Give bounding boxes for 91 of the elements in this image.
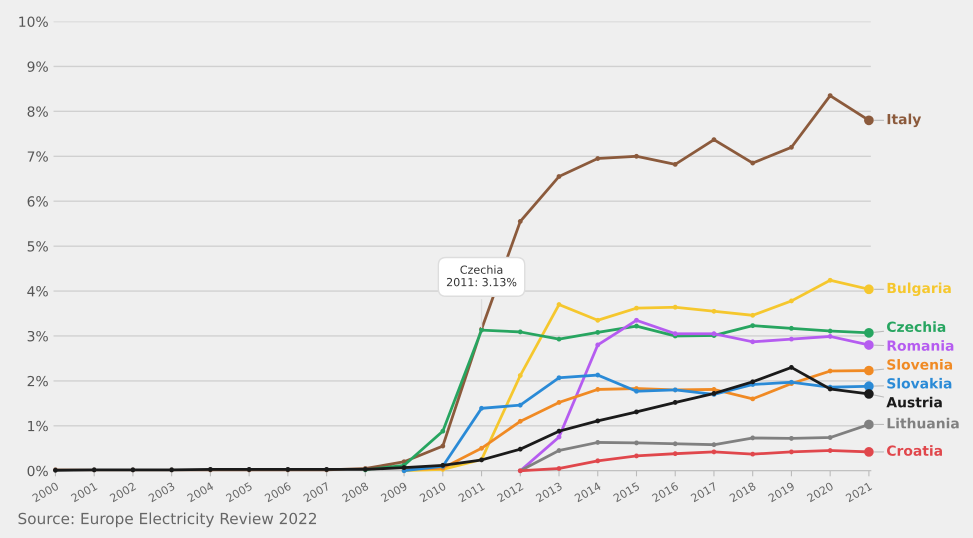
- series-label: Croatia: [887, 445, 942, 456]
- point: [828, 448, 833, 453]
- point: [672, 304, 678, 310]
- point: [556, 466, 562, 471]
- point: [556, 302, 562, 307]
- point: [672, 400, 678, 405]
- y-tick-label: 7%: [28, 151, 48, 162]
- point: [750, 323, 756, 328]
- point: [634, 440, 639, 446]
- y-tick-label: 1%: [28, 420, 48, 432]
- point: [788, 449, 794, 454]
- point: [712, 387, 716, 392]
- point: [518, 402, 523, 408]
- y-tick-label: 6%: [28, 196, 48, 207]
- point: [556, 400, 562, 405]
- series-label: Slovakia: [887, 378, 952, 389]
- point: [788, 364, 794, 370]
- point: [788, 326, 794, 331]
- point: [712, 442, 716, 448]
- point: [750, 339, 756, 344]
- point: [750, 396, 756, 402]
- y-tick-label: 2%: [28, 376, 48, 386]
- point: [556, 375, 562, 380]
- point: [788, 298, 794, 304]
- point: [595, 387, 600, 392]
- point: [440, 444, 446, 448]
- series-label: Romania: [888, 340, 954, 351]
- series-label: Lithuania: [888, 418, 959, 429]
- point: [518, 218, 523, 224]
- point: [750, 379, 756, 384]
- source-note: Source: Europe Electricity Review 2022: [18, 512, 316, 528]
- point: [556, 428, 562, 434]
- point: [440, 428, 446, 434]
- point: [634, 453, 639, 458]
- point: [595, 372, 600, 378]
- point: [518, 418, 523, 424]
- annotation: Czechia 2011: 3.13%: [446, 265, 516, 286]
- point: [556, 336, 562, 342]
- point: [595, 342, 600, 348]
- y-tick-label: 10%: [19, 16, 48, 27]
- point: [828, 328, 833, 334]
- point: [788, 436, 794, 441]
- point: [828, 435, 833, 440]
- point: [556, 448, 562, 453]
- point: [788, 336, 794, 342]
- point: [556, 434, 562, 440]
- point: [828, 278, 833, 283]
- point: [828, 93, 833, 98]
- y-tick-label: 8%: [28, 106, 48, 117]
- point: [750, 312, 756, 318]
- point: [712, 449, 716, 454]
- point: [634, 388, 639, 394]
- point: [518, 373, 523, 378]
- point: [595, 458, 600, 464]
- point: [479, 446, 484, 451]
- y-tick-label: 5%: [28, 241, 48, 252]
- point: [828, 334, 833, 339]
- point: [634, 318, 639, 323]
- point: [828, 368, 833, 374]
- y-tick-label: 9%: [27, 61, 48, 72]
- y-tick-label: 0%: [28, 466, 48, 476]
- series-label: Austria: [886, 396, 942, 408]
- point: [556, 174, 562, 179]
- series-label: Italy: [888, 114, 922, 128]
- point: [712, 137, 716, 142]
- point: [595, 330, 600, 335]
- point: [479, 406, 484, 411]
- series-label: Slovenia: [887, 359, 952, 370]
- point: [518, 446, 523, 452]
- point: [595, 418, 600, 424]
- point: [595, 156, 600, 161]
- series-label: Czechia: [887, 321, 946, 332]
- point: [712, 308, 716, 314]
- point: [672, 441, 678, 446]
- y-tick-label: 3%: [28, 330, 48, 342]
- point: [595, 318, 600, 323]
- point: [595, 440, 600, 445]
- point: [634, 154, 639, 159]
- point: [750, 436, 756, 440]
- point: [672, 162, 678, 167]
- series-label: Bulgaria: [888, 282, 951, 296]
- point: [788, 144, 794, 150]
- point: [518, 330, 523, 334]
- point: [672, 331, 678, 336]
- point: [634, 324, 639, 329]
- point: [672, 451, 678, 456]
- point: [634, 306, 639, 311]
- y-tick-label: 4%: [27, 286, 48, 297]
- point: [634, 409, 639, 414]
- point: [750, 160, 756, 166]
- point: [750, 452, 756, 457]
